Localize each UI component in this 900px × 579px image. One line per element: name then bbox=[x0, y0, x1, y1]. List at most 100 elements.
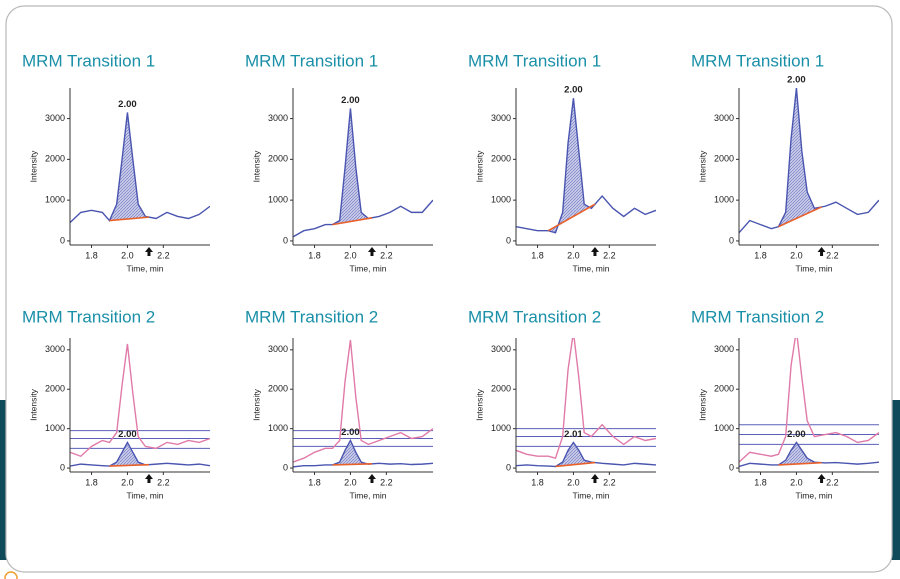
x-tick-label: 1.8 bbox=[85, 477, 98, 487]
chart-panel: MRM Transition 2 2.00 0 1000 2000 3000 1.8 2.0 2… bbox=[691, 307, 879, 500]
peak-area bbox=[778, 88, 822, 227]
card bbox=[5, 5, 893, 573]
peak-arrow bbox=[590, 247, 599, 256]
integration-baseline bbox=[332, 217, 373, 226]
x-axis-label: Time, min bbox=[796, 490, 833, 500]
x-tick-label: 1.8 bbox=[85, 250, 98, 260]
chart-title: MRM Transition 1 bbox=[691, 51, 824, 70]
y-axis-label: Intensity bbox=[251, 150, 261, 182]
peak-label: 2.00 bbox=[787, 429, 806, 440]
integration-baseline bbox=[555, 461, 596, 468]
y-tick-label: 3000 bbox=[714, 113, 734, 123]
y-tick-label: 1000 bbox=[268, 195, 288, 205]
y-tick-label: 3000 bbox=[45, 344, 65, 354]
y-tick-label: 2000 bbox=[268, 154, 288, 164]
x-axis-label: Time, min bbox=[127, 490, 164, 500]
peak-label: 2.00 bbox=[564, 85, 583, 96]
chart-panel: MRM Transition 1 2.00 0 1000 2000 3000 1.8 2.0 2… bbox=[691, 51, 879, 273]
y-tick-label: 1000 bbox=[714, 195, 734, 205]
peak-arrow bbox=[144, 247, 153, 256]
y-tick-label: 1000 bbox=[45, 195, 65, 205]
x-tick-label: 2.0 bbox=[121, 477, 134, 487]
series-line bbox=[739, 441, 879, 468]
y-tick-label: 1000 bbox=[268, 423, 288, 433]
y-tick-label: 0 bbox=[506, 235, 511, 245]
x-tick-label: 1.8 bbox=[308, 477, 321, 487]
y-tick-label: 1000 bbox=[714, 423, 734, 433]
peak-label: 2.00 bbox=[787, 75, 806, 86]
x-axis-label: Time, min bbox=[573, 490, 610, 500]
y-tick-label: 2000 bbox=[491, 384, 511, 394]
integration-baseline bbox=[547, 203, 596, 232]
y-axis-label: Intensity bbox=[28, 388, 38, 420]
x-tick-label: 1.8 bbox=[308, 250, 321, 260]
y-tick-label: 1000 bbox=[491, 195, 511, 205]
integration-baseline bbox=[109, 216, 150, 222]
series-line bbox=[293, 108, 433, 238]
y-axis-label: Intensity bbox=[697, 388, 707, 420]
y-tick-label: 0 bbox=[60, 235, 65, 245]
x-tick-label: 1.8 bbox=[531, 250, 544, 260]
peak-arrow bbox=[817, 474, 826, 483]
y-tick-label: 3000 bbox=[714, 344, 734, 354]
y-tick-label: 2000 bbox=[714, 384, 734, 394]
x-tick-label: 2.2 bbox=[380, 477, 393, 487]
y-tick-label: 0 bbox=[283, 462, 288, 472]
x-axis-label: Time, min bbox=[127, 263, 164, 273]
chart-panel: MRM Transition 2 2.00 0 1000 2000 3000 1.8 2.0 2… bbox=[22, 307, 210, 500]
y-tick-label: 3000 bbox=[45, 113, 65, 123]
x-axis-label: Time, min bbox=[350, 490, 387, 500]
x-tick-label: 2.0 bbox=[344, 477, 357, 487]
series-line bbox=[70, 440, 210, 467]
x-tick-label: 2.2 bbox=[603, 477, 616, 487]
series-line bbox=[516, 338, 656, 460]
peak-label: 2.00 bbox=[341, 95, 360, 106]
peak-arrow bbox=[367, 474, 376, 483]
chart-panel: MRM Transition 1 2.00 0 1000 2000 3000 1.8 2.0 2… bbox=[468, 51, 656, 273]
chart-title: MRM Transition 2 bbox=[691, 307, 824, 326]
x-tick-label: 2.0 bbox=[567, 250, 580, 260]
x-tick-label: 2.2 bbox=[826, 477, 839, 487]
peak-arrow bbox=[590, 474, 599, 483]
y-tick-label: 0 bbox=[729, 462, 734, 472]
chart-title: MRM Transition 2 bbox=[245, 307, 378, 326]
x-axis-label: Time, min bbox=[796, 263, 833, 273]
x-tick-label: 2.0 bbox=[790, 250, 803, 260]
y-axis-label: Intensity bbox=[697, 150, 707, 182]
y-tick-label: 0 bbox=[283, 235, 288, 245]
x-tick-label: 2.2 bbox=[157, 477, 170, 487]
chart-panel: MRM Transition 1 2.00 0 1000 2000 3000 1.8 2.0 2… bbox=[22, 51, 210, 273]
integration-baseline bbox=[778, 206, 822, 228]
y-tick-label: 3000 bbox=[491, 344, 511, 354]
x-tick-label: 2.0 bbox=[121, 250, 134, 260]
series-line bbox=[739, 88, 879, 234]
series-line bbox=[516, 441, 656, 468]
x-tick-label: 2.0 bbox=[567, 477, 580, 487]
integration-baseline bbox=[109, 463, 150, 467]
y-tick-label: 1000 bbox=[45, 423, 65, 433]
chart-panel: MRM Transition 1 2.00 0 1000 2000 3000 1.8 2.0 2… bbox=[245, 51, 433, 273]
x-tick-label: 2.2 bbox=[826, 250, 839, 260]
chart-title: MRM Transition 2 bbox=[22, 307, 155, 326]
chart-title: MRM Transition 1 bbox=[245, 51, 378, 70]
x-tick-label: 1.8 bbox=[754, 250, 767, 260]
peak-arrow bbox=[144, 474, 153, 483]
y-tick-label: 1000 bbox=[491, 423, 511, 433]
series-line bbox=[516, 98, 656, 234]
y-tick-label: 0 bbox=[60, 462, 65, 472]
series-line bbox=[70, 112, 210, 224]
integration-baseline bbox=[332, 463, 372, 466]
y-tick-label: 2000 bbox=[491, 154, 511, 164]
x-axis-label: Time, min bbox=[573, 263, 610, 273]
series-line bbox=[293, 339, 433, 463]
y-tick-label: 3000 bbox=[491, 113, 511, 123]
integration-baseline bbox=[778, 461, 822, 466]
series-line bbox=[739, 338, 879, 463]
peak-arrow bbox=[817, 247, 826, 256]
series-line bbox=[70, 343, 210, 458]
y-tick-label: 2000 bbox=[45, 384, 65, 394]
x-tick-label: 2.0 bbox=[344, 250, 357, 260]
peak-area bbox=[778, 442, 822, 465]
